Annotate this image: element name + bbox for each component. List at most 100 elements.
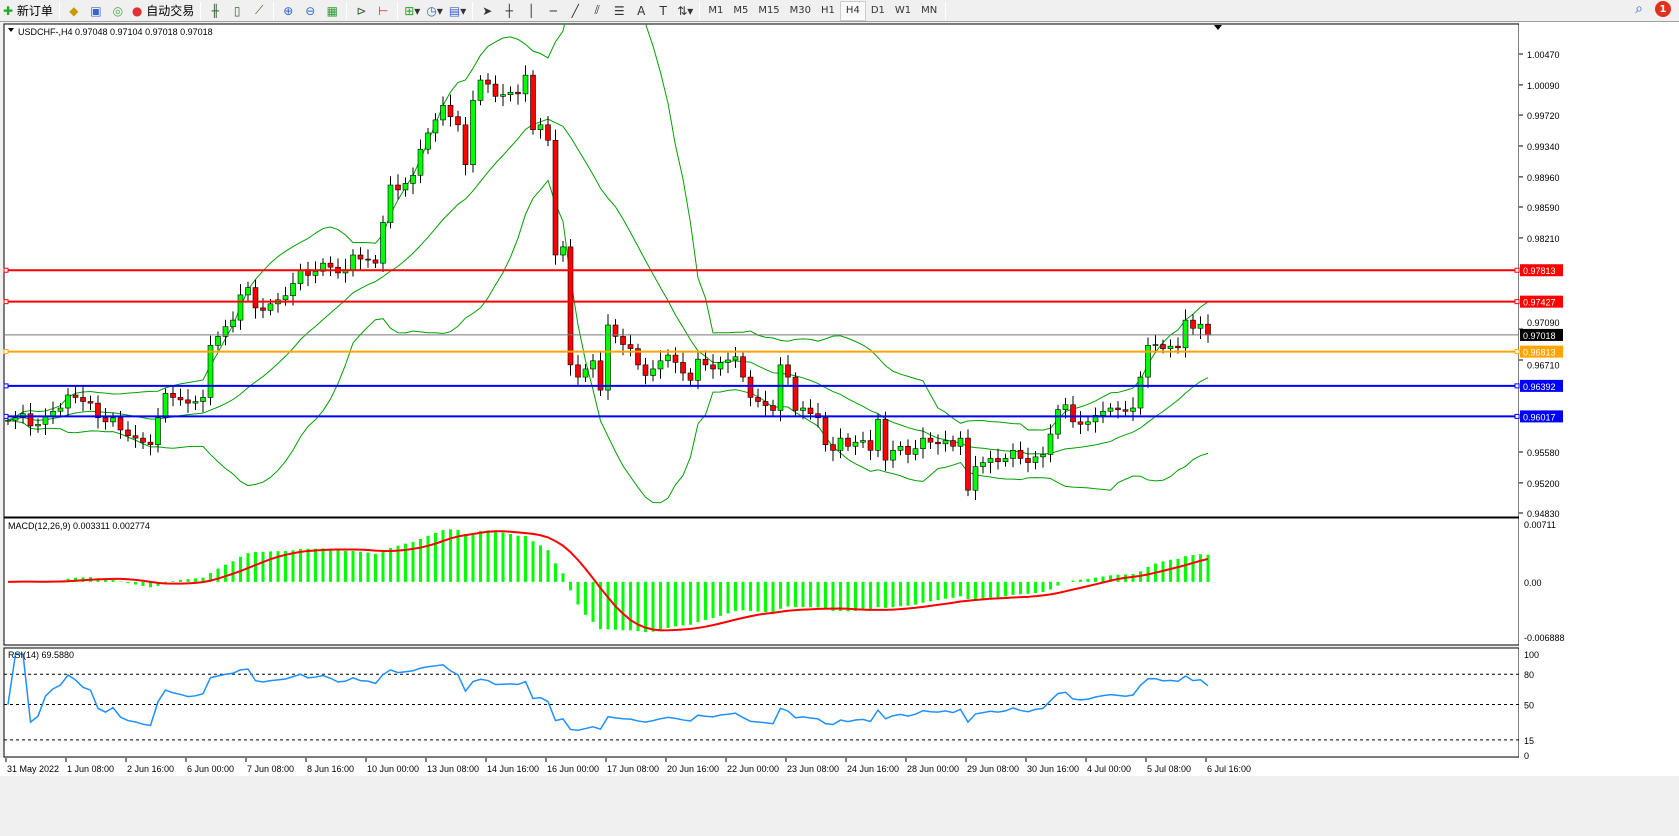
line-chart-button[interactable]: ⟋ [248, 1, 270, 21]
search-icon[interactable]: ⌕ [1635, 1, 1643, 17]
chart-shift-button[interactable]: ⊢ [372, 1, 394, 21]
candle [800, 407, 806, 411]
candle [1167, 345, 1174, 349]
indicators-button[interactable]: ⊞ ▾ [404, 3, 421, 18]
candlestick-button[interactable]: ▯ [226, 1, 248, 21]
time-tick-label: 5 Jul 08:00 [1147, 764, 1191, 774]
trendline-button[interactable]: ╱ [564, 1, 586, 21]
level-price-box [1520, 328, 1563, 341]
notification-badge[interactable]: 1 [1655, 1, 1671, 17]
candle [732, 356, 739, 361]
candle [740, 356, 746, 378]
zoom-out-button[interactable]: ⊖ [299, 1, 321, 21]
candle [890, 450, 896, 461]
candle [440, 104, 446, 121]
level-price-label: 0.96813 [1523, 348, 1556, 358]
periods-button[interactable]: ◷ ▾ [426, 3, 443, 18]
timeframe-m1[interactable]: M1 [708, 5, 724, 16]
grid-icon: ▦ [326, 3, 338, 18]
candle [1062, 404, 1069, 410]
candle [1115, 407, 1121, 410]
fibonacci-button[interactable]: ☰ [608, 1, 630, 21]
macd-bar [194, 578, 197, 582]
level-price-label: 0.97813 [1523, 266, 1556, 276]
candle [995, 458, 1001, 463]
macd-bar [254, 552, 257, 582]
chart-title: USDCHF-,H4 0.97048 0.97104 0.97018 0.970… [18, 27, 213, 37]
candle [170, 393, 176, 398]
candle [35, 423, 41, 427]
macd-pane [3, 517, 1520, 646]
macd-bar [1176, 558, 1180, 582]
candle [117, 417, 124, 431]
candle [657, 360, 664, 370]
timeframe-mn[interactable]: MN [921, 5, 938, 16]
macd-bar [509, 533, 512, 582]
candle [830, 444, 836, 451]
timeframe-m15[interactable]: M15 [758, 5, 780, 16]
candle [612, 324, 619, 337]
market-watch-button[interactable]: ◆ [63, 1, 85, 21]
auto-scroll-button[interactable]: ⊳ [350, 1, 372, 21]
macd-bar [186, 579, 190, 582]
macd-bar [996, 581, 1000, 598]
time-tick-label: 22 Jun 00:00 [727, 764, 779, 774]
horizontal-line-button[interactable]: ─ [542, 1, 564, 21]
macd-bar [704, 581, 707, 620]
candle [807, 407, 814, 415]
price-tick-label: 0.94830 [1527, 509, 1560, 519]
arrows-button[interactable]: ⇅ ▾ [677, 3, 694, 18]
macd-bar [644, 581, 647, 633]
timeframe-h1[interactable]: H1 [821, 5, 835, 16]
chart-window[interactable]: 1.00470 1.00090 0.99720 0.99340 0.98960 0.985… [0, 22, 1679, 782]
macd-bar [584, 581, 587, 615]
candle [1182, 319, 1189, 349]
timeframe-w1[interactable]: W1 [894, 5, 912, 16]
macd-bar [359, 551, 362, 582]
macd-bar [629, 581, 632, 631]
candle [717, 362, 724, 370]
time-tick-label: 2 Jun 16:00 [127, 764, 174, 774]
level-price-label: 0.97427 [1523, 298, 1556, 308]
new-order-button[interactable]: ✚ 新订单 [0, 1, 56, 21]
divider [472, 1, 474, 20]
navigator-button[interactable]: ▣ [85, 1, 107, 21]
candle [537, 124, 544, 130]
candle [57, 407, 64, 412]
timeframe-m30[interactable]: M30 [789, 5, 812, 16]
time-tick-label: 17 Jun 08:00 [607, 764, 659, 774]
label-button[interactable]: T [652, 1, 674, 21]
vertical-line-button[interactable]: │ [520, 1, 542, 21]
timeframe-h4[interactable]: H4 [839, 0, 866, 21]
macd-bar [674, 581, 677, 627]
candle [327, 262, 334, 268]
candle [575, 364, 581, 378]
time-tick-label: 31 May 2022 [7, 764, 59, 774]
templates-button[interactable]: ▤ ▾ [448, 3, 467, 18]
bar-chart-button[interactable]: ╫ [204, 1, 226, 21]
auto-trade-button[interactable]: ● 自动交易 [129, 1, 197, 21]
macd-bar [1169, 559, 1172, 582]
macd-bar [876, 581, 880, 608]
candle [762, 401, 769, 406]
macd-bar [989, 581, 992, 598]
cursor-icon: ➤ [482, 3, 493, 18]
cursor-button[interactable]: ➤ [476, 1, 498, 21]
candle [477, 79, 484, 101]
timeframe-m5[interactable]: M5 [733, 5, 749, 16]
signals-button[interactable]: ◎ [107, 1, 129, 21]
crosshair-button[interactable]: ┼ [498, 1, 520, 21]
macd-bar [636, 581, 640, 632]
candle [147, 441, 154, 445]
time-tick-label: 13 Jun 08:00 [427, 764, 479, 774]
tile-windows-button[interactable]: ▦ [321, 1, 343, 21]
candle [755, 397, 761, 402]
text-button[interactable]: A [630, 1, 652, 21]
macd-bar [216, 568, 220, 582]
price-tick-label: 0.99340 [1527, 142, 1560, 152]
equidistant-channel-button[interactable]: ⫽ [586, 1, 608, 21]
zoom-in-button[interactable]: ⊕ [277, 1, 299, 21]
macd-bar [846, 581, 850, 612]
macd-bar [599, 581, 602, 630]
timeframe-d1[interactable]: D1 [870, 5, 885, 16]
